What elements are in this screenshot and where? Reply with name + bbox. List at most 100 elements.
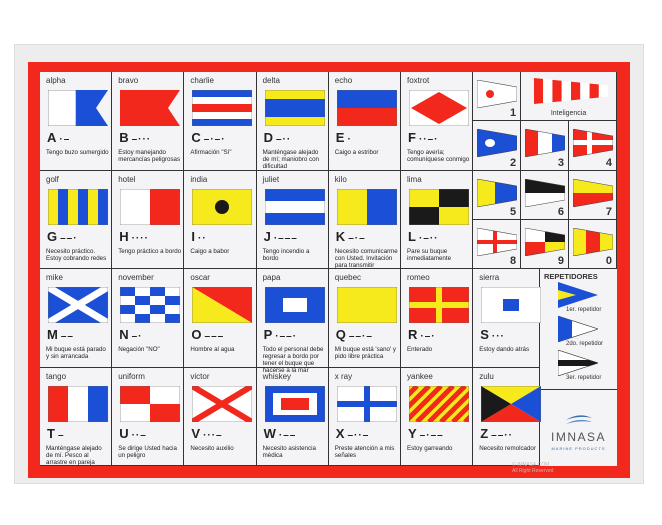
flag-meaning: Necesito práctico. Estoy cobrando redes xyxy=(46,247,107,262)
flag-meaning: Se dirige Usted hacia un peligro xyxy=(118,444,178,459)
pennant-7-icon xyxy=(573,178,614,207)
morse-code: ·–· xyxy=(420,331,436,342)
flag-name: echo xyxy=(334,76,353,85)
repeaters-panel: REPETIDORES 1er. repetidor 2do. repetido… xyxy=(540,268,617,390)
pennant-0-icon xyxy=(573,227,614,256)
copyright-line-2: All Right Reserved xyxy=(512,468,554,474)
morse-code: ···· xyxy=(131,232,149,244)
flag-name: romeo xyxy=(407,273,430,282)
flag-cell-oscar: oscar O ––– Hombre al agua xyxy=(184,269,257,368)
repeater-2: 2do. repetidor xyxy=(558,316,616,350)
flag-a-icon xyxy=(48,90,108,126)
flag-name: foxtrot xyxy=(407,76,430,85)
flag-name: india xyxy=(190,174,208,184)
flag-h-icon xyxy=(120,188,181,225)
flag-cell-lima: lima L ·–·· Pare su buque inmediatamente xyxy=(401,170,474,269)
morse-code: ––· xyxy=(60,232,78,244)
morse-code: –·–· xyxy=(203,134,226,145)
flag-m-icon xyxy=(48,287,108,323)
letter: B xyxy=(119,130,129,145)
flag-meaning: Estoy dando atrás xyxy=(479,346,530,353)
pennant-cell-intelligence: Inteligencia xyxy=(521,72,617,122)
flag-cell-romeo: romeo R ·–· Enterado xyxy=(401,269,474,368)
repeater-1: 1er. repetidor xyxy=(558,282,616,316)
letter: K xyxy=(335,228,346,244)
flag-letter: R ·–· xyxy=(408,327,436,342)
flag-cell-sierra: sierra S ··· Estoy dando atrás xyxy=(473,269,542,368)
repeater-1-label: 1er. repetidor xyxy=(566,307,602,313)
flag-name: golf xyxy=(46,174,59,184)
flag-b-icon xyxy=(120,90,181,126)
flag-letter: V ···– xyxy=(191,426,222,441)
flag-name: mike xyxy=(46,273,63,282)
flag-cell-kilo: kilo K –·– Necesito comunicarme con Usted. … xyxy=(328,170,401,269)
flag-name: victor xyxy=(190,371,210,381)
morse-code: · xyxy=(347,134,352,145)
pennant-cell-8: 8 xyxy=(473,219,522,269)
flag-d-icon xyxy=(264,90,325,126)
intelligence-label: Inteligencia xyxy=(550,110,587,118)
pennant-cell-2: 2 xyxy=(473,121,522,171)
pennant-cell-0: 0 xyxy=(569,219,617,269)
flag-meaning: Hombre al agua xyxy=(190,346,235,353)
flag-cell-quebec: quebec Q ––·– Mi buque está 'sano' y pido l… xyxy=(328,269,401,368)
flag-i-icon xyxy=(192,188,253,225)
flag-letter: F ··–· xyxy=(408,130,439,145)
pennant-3-icon xyxy=(525,129,566,158)
letter: D xyxy=(263,130,273,145)
pennant-number: 6 xyxy=(557,205,565,218)
flag-letter: A ·– xyxy=(47,130,70,145)
flag-cell-alpha: alpha A ·– Tengo buzo sumergido xyxy=(40,72,113,171)
morse-code: –·· xyxy=(275,134,292,145)
flag-w-icon xyxy=(264,385,325,422)
flag-cell-foxtrot: foxtrot F ··–· Tengo avería; comuníquese co… xyxy=(401,72,474,171)
imnasa-logo: IMNASA MARINE PRODUCTS xyxy=(540,390,617,466)
flag-letter: G ––· xyxy=(47,229,78,244)
repeater-3-flag-icon xyxy=(558,350,598,376)
flag-cell-echo: echo E · Caigo a estribor xyxy=(328,72,401,171)
pennant-number: 8 xyxy=(509,255,517,267)
flag-letter: E · xyxy=(336,130,352,145)
letter: F xyxy=(408,130,416,145)
pennant-number: 9 xyxy=(557,255,565,267)
flag-meaning: Tengo buzo sumergido xyxy=(46,149,109,156)
flag-q-icon xyxy=(336,287,397,323)
flag-letter: Q ––·– xyxy=(336,327,373,342)
flag-meaning: Necesito remolcador xyxy=(479,444,536,452)
letter: P xyxy=(263,327,273,342)
pennant-cell-1: 1 xyxy=(473,72,522,122)
flag-letter: U ··– xyxy=(119,426,147,441)
flag-meaning: Caigo a estribor xyxy=(334,149,379,156)
flag-name: alpha xyxy=(46,76,66,85)
flag-letter: X –··– xyxy=(336,426,369,441)
flag-n-icon xyxy=(120,287,181,323)
copyright: © IMNASA.COM All Right Reserved xyxy=(512,462,553,474)
letter: S xyxy=(480,327,489,342)
flag-cell-x-ray: x ray X –··– Preste atención a mis señales xyxy=(328,367,401,466)
flag-c-icon xyxy=(192,90,253,126)
flag-meaning: Tengo práctico a bordo xyxy=(118,247,182,255)
flag-o-icon xyxy=(192,287,253,323)
flag-letter: Y –·–– xyxy=(408,426,444,441)
flag-meaning: Afirmación "Sí" xyxy=(190,149,232,156)
morse-code: –··– xyxy=(347,429,370,441)
flag-meaning: Tengo incendio a bordo xyxy=(262,247,310,262)
pennant-cell-3: 3 xyxy=(521,121,570,171)
flag-letter: M –– xyxy=(47,327,74,342)
letter: U xyxy=(119,425,129,441)
flag-meaning: Mi buque está 'sano' y pido libre prácti… xyxy=(334,346,396,360)
flag-name: juliet xyxy=(262,174,280,184)
flag-cell-delta: delta D –·· Manténgase alejado de mí; manio… xyxy=(256,72,329,171)
flag-cell-yankee: yankee Y –·–– Estoy garreando xyxy=(401,367,474,466)
morse-code: ·––· xyxy=(275,331,298,342)
flag-meaning: Manténgase alejado de mí; maniobro con d… xyxy=(262,149,319,170)
flag-letter: D –·· xyxy=(264,130,292,145)
flag-meaning: Pare su buque inmediatamente xyxy=(407,247,452,262)
flag-cell-mike: mike M –– Mi buque está parado y sin arranc… xyxy=(40,269,113,368)
flag-meaning: Manténgase alejado de mí. Pesco al arras… xyxy=(46,444,102,466)
morse-code: ··· xyxy=(491,331,505,342)
flag-l-icon xyxy=(409,188,469,225)
flag-j-icon xyxy=(264,188,325,225)
flag-letter: T – xyxy=(47,426,65,441)
repeater-3-label: 3er. repetidor xyxy=(566,375,602,381)
